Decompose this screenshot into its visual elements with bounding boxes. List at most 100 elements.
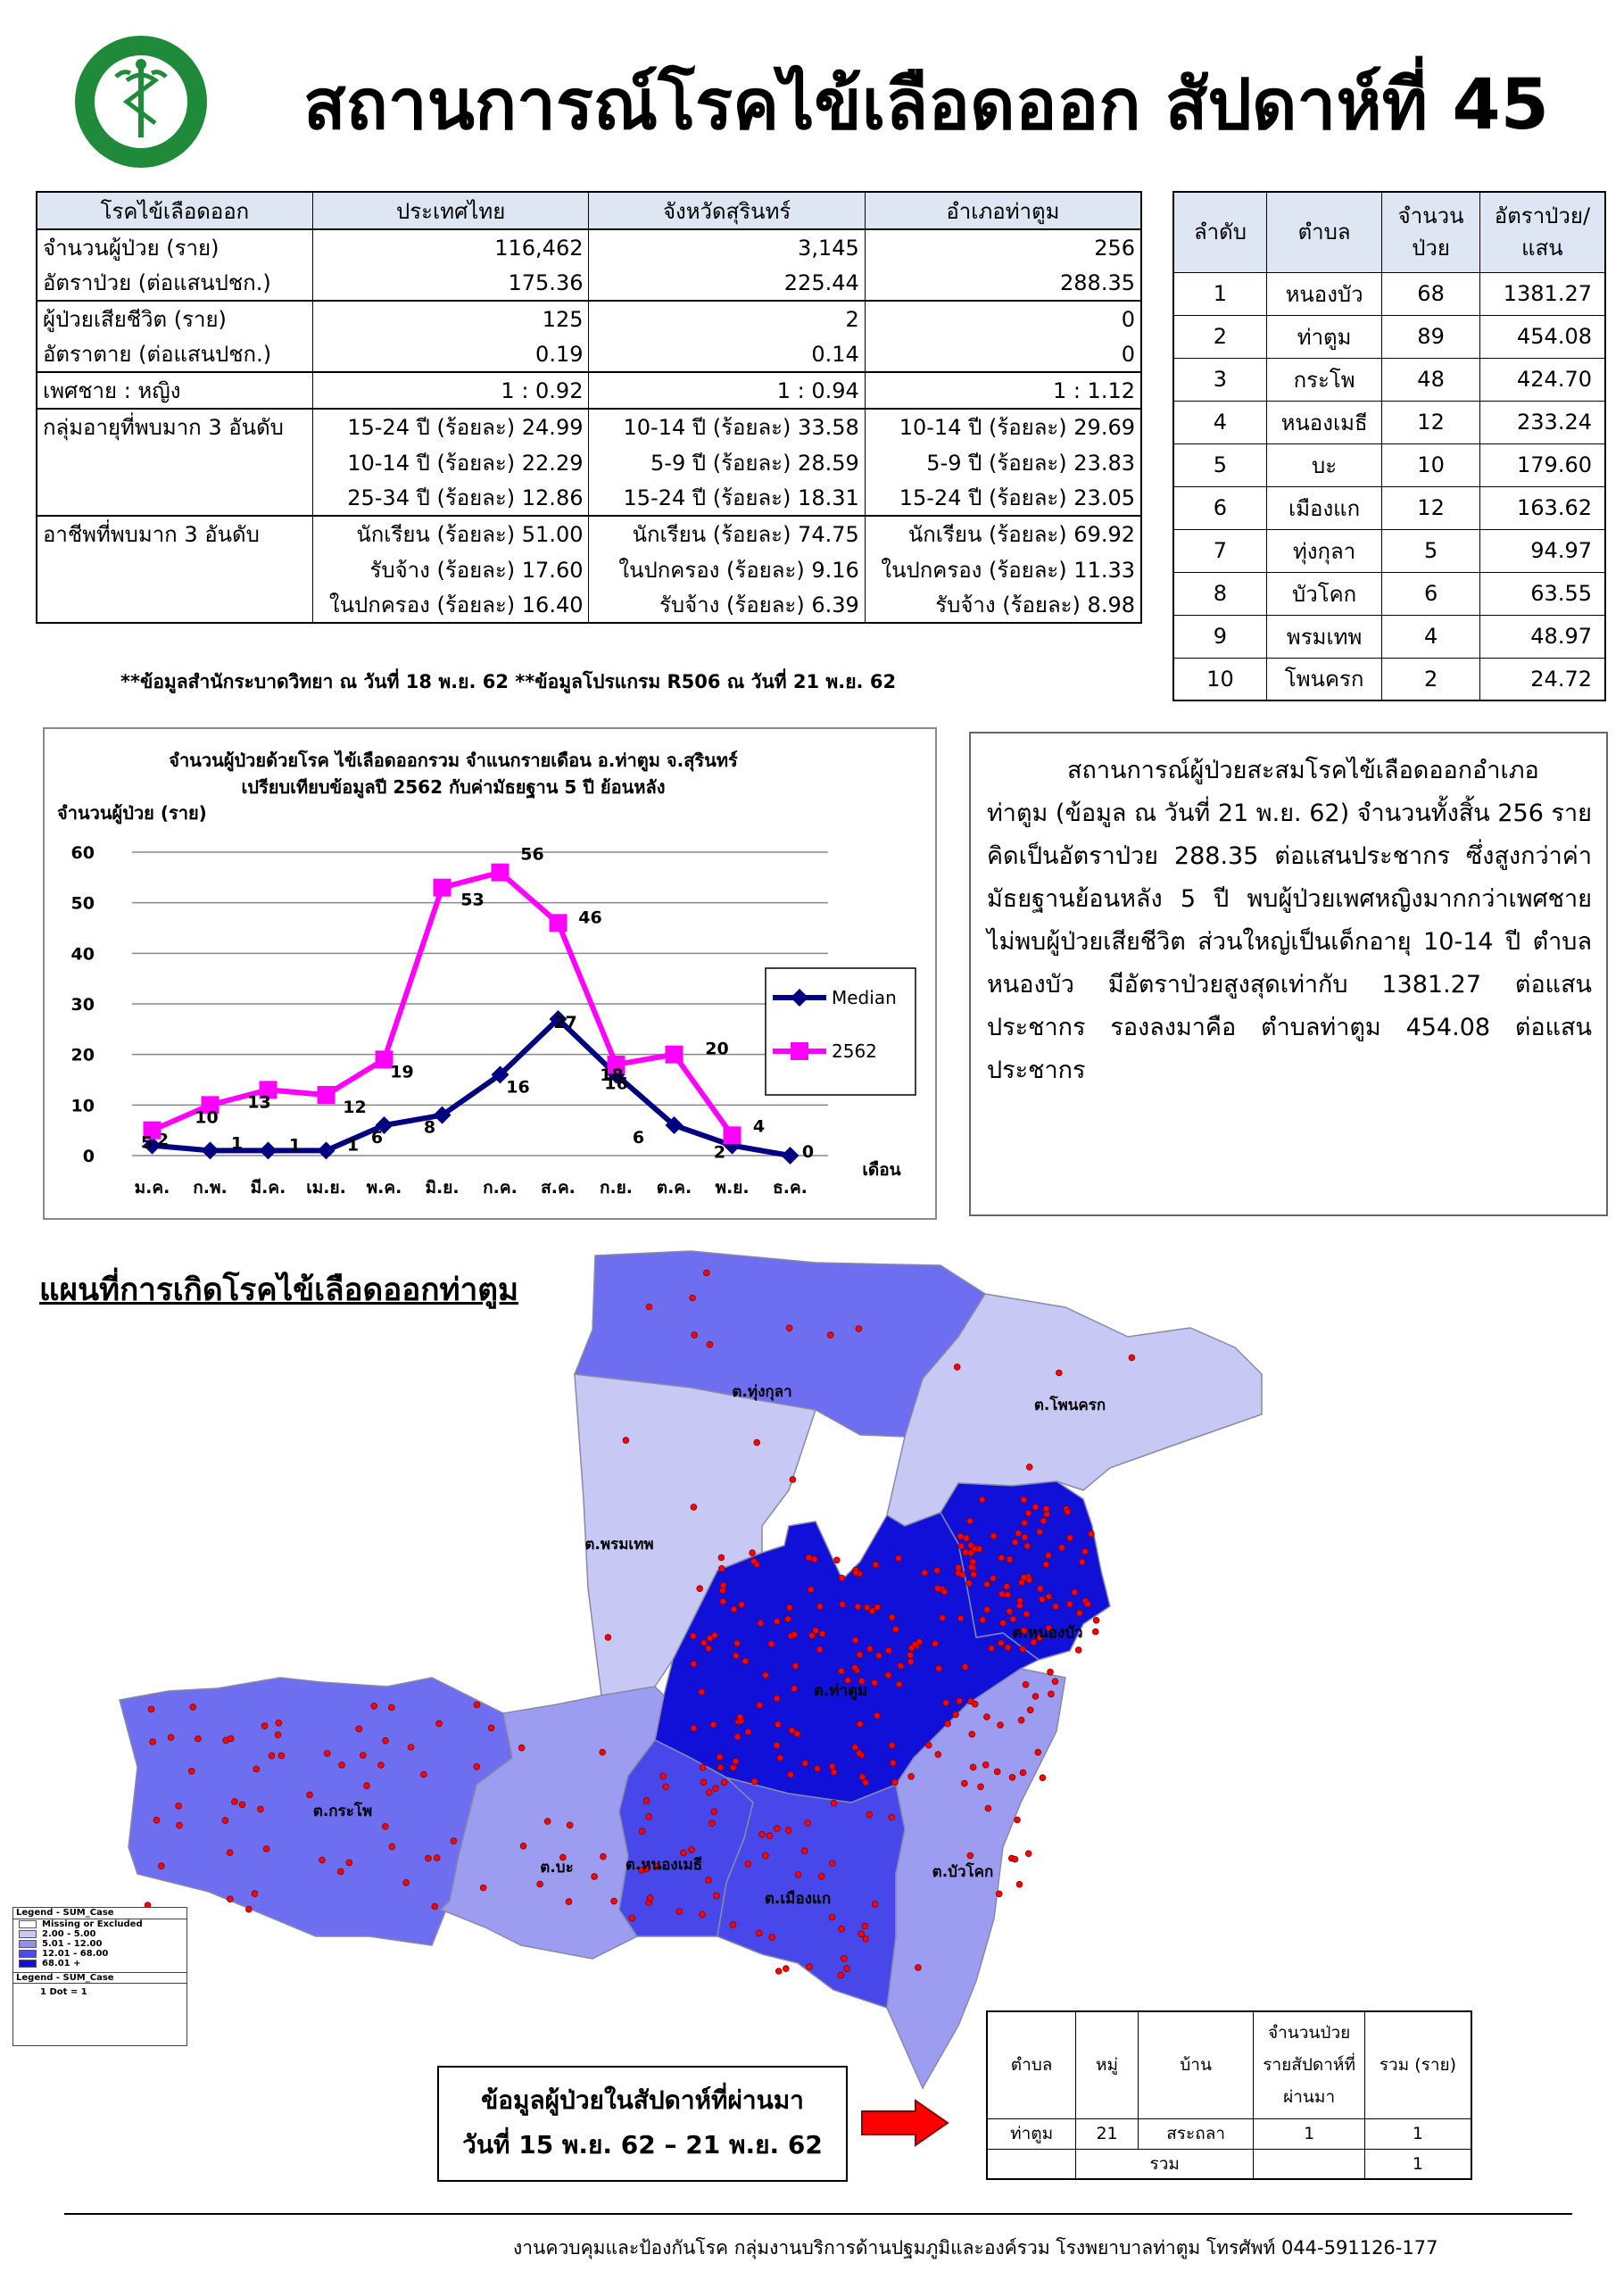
rank-cell: 12 xyxy=(1381,485,1480,530)
chart-xtick-label: เม.ย. xyxy=(306,1178,346,1198)
chart-xtick-label: ม.ค. xyxy=(135,1178,170,1198)
rank-cell: บัวโคก xyxy=(1265,571,1383,616)
case-dot xyxy=(997,1721,1004,1728)
case-dot xyxy=(965,1579,973,1587)
median-point xyxy=(259,1141,278,1160)
case-dot xyxy=(744,1860,751,1868)
case-dot xyxy=(473,1701,481,1709)
case-dot xyxy=(716,1753,724,1761)
chart-xtick-label: มิ.ย. xyxy=(425,1178,459,1198)
case-dot xyxy=(956,1697,963,1704)
case-dot xyxy=(804,1819,811,1827)
rank-header-2: จำนวนป่วย xyxy=(1381,191,1480,273)
case-dot xyxy=(1021,1533,1029,1541)
stats-cell: 15-24 ปี (ร้อยละ) 23.05 xyxy=(864,480,1142,516)
rank-cell: 2 xyxy=(1381,657,1480,701)
case-dot xyxy=(828,1762,836,1770)
case-dot xyxy=(858,1678,866,1685)
stats-cell: 1 : 0.94 xyxy=(588,371,866,409)
case-dot xyxy=(915,1964,922,1971)
legend-item-label: 5.01 - 12.00 xyxy=(42,1939,103,1949)
stats-row: 25-34 ปี (ร้อยละ) 12.86 15-24 ปี (ร้อยละ)… xyxy=(36,480,1142,516)
case-dot xyxy=(840,1954,848,1962)
case-dot xyxy=(808,1632,816,1639)
median-point xyxy=(317,1141,336,1160)
legend-swatch xyxy=(19,1940,37,1948)
case-dot xyxy=(1051,1678,1059,1686)
case-dot xyxy=(862,1935,870,1943)
data-label: 20 xyxy=(705,1040,728,1059)
case-dot xyxy=(983,1605,990,1613)
stats-header-1: ประเทศไทย xyxy=(311,191,590,230)
case-dot xyxy=(1040,1517,1048,1525)
rank-cell: 89 xyxy=(1381,314,1480,359)
case-dot xyxy=(907,1772,915,1780)
case-dot xyxy=(767,1640,775,1648)
case-dot xyxy=(789,1476,797,1483)
data-label: 27 xyxy=(553,1013,576,1032)
case-dot xyxy=(1015,1880,1023,1888)
stats-cell: 0.19 xyxy=(311,336,590,372)
case-dot xyxy=(706,1635,714,1642)
chart-ytick-label: 30 xyxy=(71,995,95,1015)
case-dot xyxy=(712,1785,719,1792)
case-dot xyxy=(262,1845,270,1853)
case-dot xyxy=(888,1613,896,1621)
stats-cell: นักเรียน (ร้อยละ) 69.92 xyxy=(864,515,1142,551)
stats-row-label: เพศชาย : หญิง xyxy=(36,371,313,409)
chart-legend xyxy=(765,967,916,1096)
case-dot xyxy=(957,1614,965,1622)
legend-title: Legend - SUM_Case xyxy=(13,1908,186,1919)
case-dot xyxy=(149,1738,156,1745)
case-dot xyxy=(1048,1690,1055,1698)
stats-row-label: อัตราป่วย (ต่อแสนปชก.) xyxy=(36,265,313,301)
case-dot xyxy=(1039,1596,1046,1604)
stats-row: ผู้ป่วยเสียชีวิต (ราย) 125 2 0 xyxy=(36,300,1142,336)
case-dot xyxy=(1056,1369,1063,1377)
case-dot xyxy=(705,1645,712,1653)
case-dot xyxy=(863,1604,871,1612)
stats-cell: 1 : 0.92 xyxy=(311,371,590,409)
map-label-krapho: ต.กระโพ xyxy=(313,1802,372,1820)
rank-row: 7 ทุ่งกุลา 5 94.97 xyxy=(1172,528,1606,573)
case-dot xyxy=(844,1677,851,1684)
chart-xtick-label: ก.ค. xyxy=(483,1178,518,1198)
rank-cell: 63.55 xyxy=(1479,571,1606,616)
case-dot xyxy=(1064,1508,1072,1516)
rank-cell: ท่าตูม xyxy=(1265,314,1383,359)
case-dot xyxy=(227,1735,235,1743)
case-dot xyxy=(1075,1609,1083,1617)
case-dot xyxy=(1025,1463,1033,1471)
page-title: สถานการณ์โรคไข้เลือดออก สัปดาห์ที่ 45 xyxy=(303,65,1549,145)
map-label-phonkrok: ต.โพนครก xyxy=(1034,1396,1106,1414)
stats-row-label xyxy=(36,587,313,624)
case-dot xyxy=(999,1620,1007,1627)
chart-ytick-label: 0 xyxy=(83,1147,95,1166)
stats-cell: 175.36 xyxy=(311,265,590,301)
case-dot xyxy=(704,1877,712,1884)
series-line-0 xyxy=(152,1015,791,1158)
case-dot xyxy=(983,1713,990,1720)
case-dot xyxy=(884,1646,892,1654)
case-dot xyxy=(866,1645,874,1653)
case-dot xyxy=(897,1662,905,1670)
case-dot xyxy=(801,1760,809,1767)
rank-header-1: ตำบล xyxy=(1265,191,1383,273)
case-dot xyxy=(1024,1509,1032,1517)
case-dot xyxy=(1074,1646,1082,1654)
rank-row: 8 บัวโคก 6 63.55 xyxy=(1172,571,1606,616)
case-dot xyxy=(1092,1616,1100,1624)
past-week-line1: ข้อมูลผู้ป่วยในสัปดาห์ที่ผ่านมา xyxy=(481,2085,804,2115)
rank-cell: 454.08 xyxy=(1479,314,1606,359)
case-dot xyxy=(967,1563,975,1571)
case-dot xyxy=(990,1532,998,1540)
case-dot xyxy=(933,1585,941,1592)
map-label-nongmethi: ต.หนองเมธี xyxy=(626,1855,702,1874)
case-dot xyxy=(696,1585,703,1593)
stats-row: จำนวนผู้ป่วย (ราย) 116,462 3,145 256 xyxy=(36,228,1142,265)
stats-row-label: ผู้ป่วยเสียชีวิต (ราย) xyxy=(36,300,313,336)
rank-cell: 8 xyxy=(1172,571,1267,616)
rank-cell: 10 xyxy=(1172,657,1267,701)
case-dot xyxy=(730,1605,738,1613)
rank-cell: 3 xyxy=(1172,357,1267,402)
